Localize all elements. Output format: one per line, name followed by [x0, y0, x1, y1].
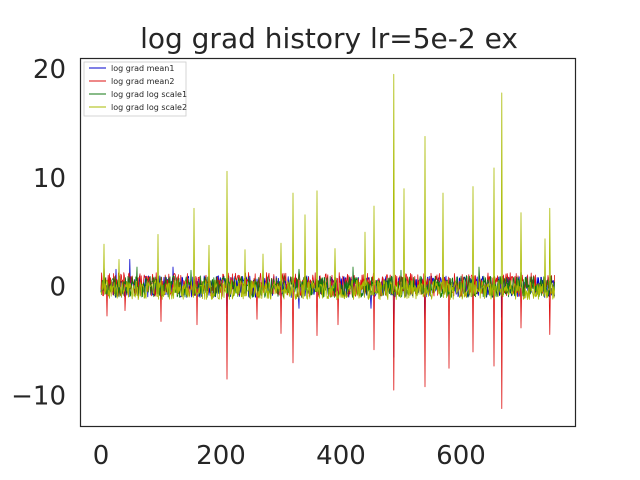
- legend: log grad mean1 log grad mean2 log grad log…: [83, 61, 187, 117]
- y-tick-label: 10: [33, 164, 66, 194]
- y-tick-label: −10: [11, 382, 66, 412]
- chart-title: log grad history lr=5e-2 ex: [140, 22, 518, 55]
- legend-label-4: log grad log scale2: [111, 103, 187, 112]
- legend-label-2: log grad mean2: [111, 77, 174, 86]
- plot-frame: [79, 57, 577, 428]
- series-layer: [100, 73, 555, 409]
- legend-label-3: log grad log scale1: [111, 90, 187, 99]
- x-tick-label: 200: [196, 441, 246, 471]
- y-axis: −10 0 10 20: [11, 55, 66, 412]
- x-tick-label: 0: [93, 441, 110, 471]
- y-tick-label: 20: [33, 55, 66, 85]
- x-axis: 0 200 400 600: [93, 441, 486, 471]
- y-tick-label: 0: [49, 273, 66, 303]
- x-tick-label: 600: [436, 441, 486, 471]
- x-tick-label: 400: [316, 441, 366, 471]
- legend-label-1: log grad mean1: [111, 64, 174, 73]
- series-line-4: [100, 73, 555, 301]
- series-line-3: [100, 264, 555, 298]
